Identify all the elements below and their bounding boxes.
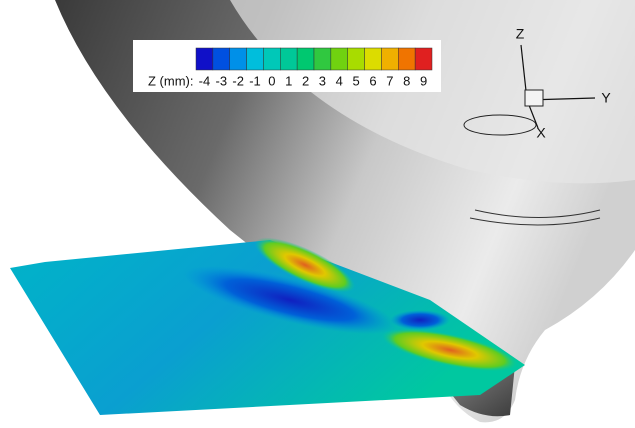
legend-swatch — [331, 48, 348, 70]
legend-swatch — [280, 48, 297, 70]
legend-swatch — [365, 48, 382, 70]
page: Z (mm): -4-3-2-10123456789 Z Y X (() => … — [0, 0, 635, 428]
legend-tick-label: 9 — [420, 73, 427, 88]
legend-swatch — [348, 48, 365, 70]
legend-tick-label: 6 — [369, 73, 376, 88]
legend-tick-label: 2 — [302, 73, 309, 88]
legend-tick-label: -1 — [249, 73, 261, 88]
legend-tick-label: -3 — [216, 73, 228, 88]
legend-tick-label: 8 — [403, 73, 410, 88]
legend-tick-label: -2 — [232, 73, 244, 88]
legend-swatch — [297, 48, 314, 70]
legend-swatch — [263, 48, 280, 70]
legend-tick-label: -4 — [199, 73, 211, 88]
legend-tick-label: 7 — [386, 73, 393, 88]
legend-swatch — [415, 48, 432, 70]
legend-tick-label: 4 — [336, 73, 343, 88]
trough — [390, 310, 450, 330]
axis-label: Z — [516, 26, 525, 42]
legend-swatch — [230, 48, 247, 70]
legend-swatch — [398, 48, 415, 70]
legend-swatch — [196, 48, 213, 70]
legend-swatch — [213, 48, 230, 70]
scene: Z (mm): -4 -3 -2 -1 0123456789 Z Y X — [0, 0, 635, 428]
legend-label: Z (mm): — [148, 73, 193, 88]
legend-tick-label: 3 — [319, 73, 326, 88]
legend-tick-label: 0 — [268, 73, 275, 88]
legend-swatch — [314, 48, 331, 70]
legend-swatch — [381, 48, 398, 70]
axis-label: X — [536, 125, 546, 141]
axis-label: Y — [601, 90, 611, 106]
triad-cube — [525, 90, 543, 106]
legend-tick-label: 5 — [353, 73, 360, 88]
legend-tick-label: 1 — [285, 73, 292, 88]
legend-swatch — [247, 48, 264, 70]
